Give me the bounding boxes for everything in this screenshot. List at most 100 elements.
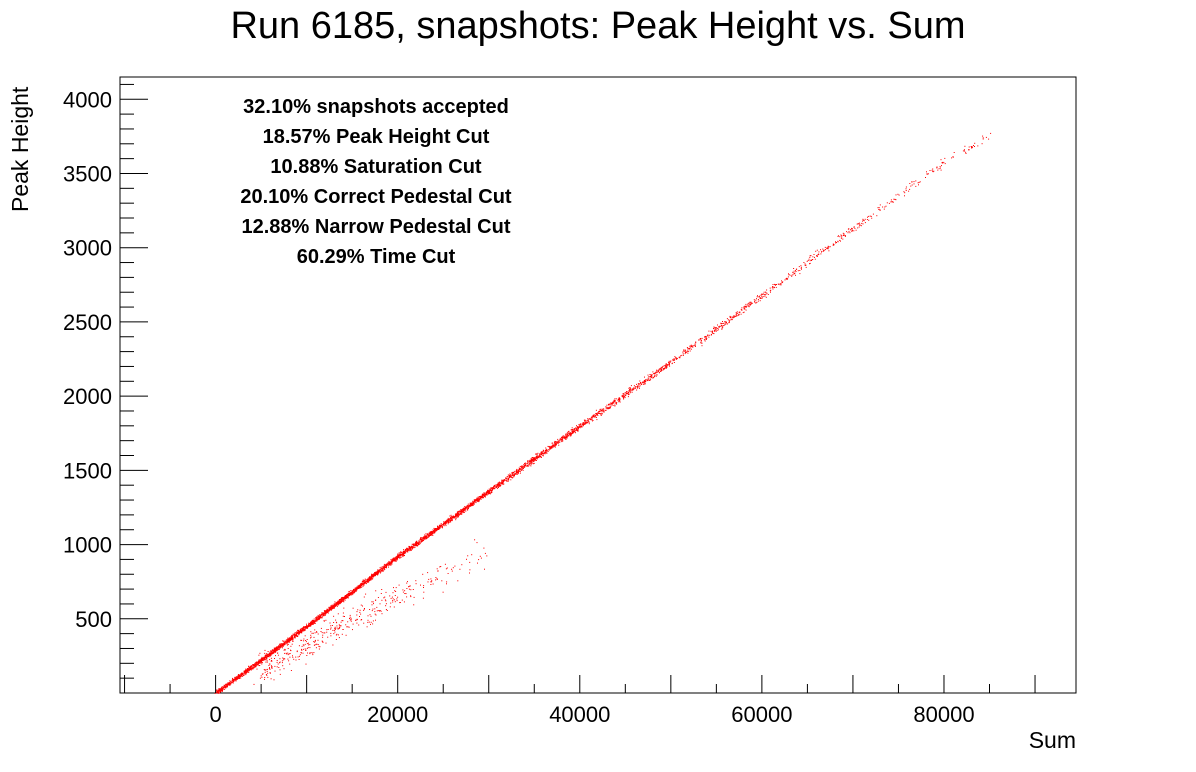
data-point (335, 634, 337, 636)
data-point (330, 632, 332, 634)
data-point (383, 597, 385, 599)
data-point (254, 662, 256, 664)
data-point (547, 451, 549, 452)
data-point (672, 359, 674, 361)
data-point (713, 326, 715, 328)
data-point (871, 217, 873, 219)
data-point (493, 487, 495, 489)
data-point (328, 608, 330, 610)
data-point (805, 266, 807, 268)
data-point (494, 485, 496, 486)
data-point (418, 540, 420, 542)
data-point (944, 163, 946, 165)
data-point (334, 606, 335, 608)
data-point (487, 492, 489, 494)
data-point (673, 359, 675, 361)
data-point (357, 609, 359, 611)
data-point (442, 524, 444, 526)
data-point (264, 657, 266, 659)
data-point (895, 199, 897, 201)
data-point (915, 180, 917, 182)
data-point (302, 629, 303, 631)
data-point (828, 246, 830, 248)
data-point (245, 672, 247, 674)
data-point (292, 637, 294, 638)
data-point (222, 686, 224, 688)
data-point (342, 615, 344, 617)
data-point (313, 652, 315, 654)
data-point (595, 413, 597, 414)
data-point (254, 665, 255, 666)
data-point (271, 667, 273, 669)
data-point (366, 626, 368, 628)
data-point (593, 415, 595, 417)
data-point (289, 637, 291, 639)
data-point (704, 336, 705, 338)
y-tick-label: 1500 (63, 458, 112, 483)
data-point (365, 581, 366, 583)
data-point (239, 676, 241, 678)
data-point (408, 548, 410, 550)
data-point (341, 600, 343, 601)
data-point (225, 686, 227, 688)
data-point (744, 305, 746, 307)
data-point (303, 626, 305, 627)
data-point (247, 669, 249, 671)
data-point (718, 327, 720, 328)
data-point (725, 321, 727, 323)
data-point (456, 514, 458, 516)
data-point (307, 642, 309, 644)
data-point (977, 145, 979, 147)
data-point (359, 616, 360, 617)
data-point (562, 436, 564, 438)
data-point (600, 410, 602, 412)
data-point (438, 527, 440, 529)
data-point (322, 613, 324, 615)
data-point (307, 625, 309, 627)
data-point (686, 351, 688, 353)
data-point (743, 308, 745, 310)
data-point (772, 286, 774, 288)
y-tick-label: 2000 (63, 384, 112, 409)
data-point (291, 634, 293, 636)
data-point (305, 650, 307, 651)
data-point (437, 526, 439, 528)
data-point (306, 626, 307, 628)
data-point (890, 201, 892, 203)
y-axis-label: Peak Height (7, 86, 33, 212)
data-point (566, 437, 568, 439)
data-point (393, 606, 395, 608)
data-point (814, 258, 816, 260)
data-point (361, 585, 363, 586)
data-point (844, 235, 846, 237)
data-point (502, 483, 504, 485)
data-point (661, 369, 663, 371)
data-point (376, 606, 378, 608)
data-point (919, 181, 921, 183)
data-point (431, 532, 433, 534)
data-point (266, 655, 268, 657)
data-point (879, 209, 881, 211)
data-point (314, 629, 316, 631)
data-point (971, 146, 973, 148)
data-point (265, 669, 267, 671)
data-point (715, 327, 717, 329)
data-point (424, 537, 426, 539)
data-point (493, 486, 494, 488)
data-point (603, 411, 605, 413)
data-point (499, 482, 501, 484)
data-point (285, 639, 287, 641)
data-point (398, 552, 400, 554)
data-point (254, 664, 256, 665)
data-point (457, 513, 459, 515)
data-point (466, 558, 467, 560)
data-point (287, 658, 289, 660)
data-point (442, 524, 444, 526)
data-point (714, 330, 716, 332)
data-point (520, 469, 522, 471)
data-point (433, 527, 435, 529)
data-point (411, 545, 413, 547)
data-point (470, 504, 472, 505)
data-point (235, 677, 237, 679)
